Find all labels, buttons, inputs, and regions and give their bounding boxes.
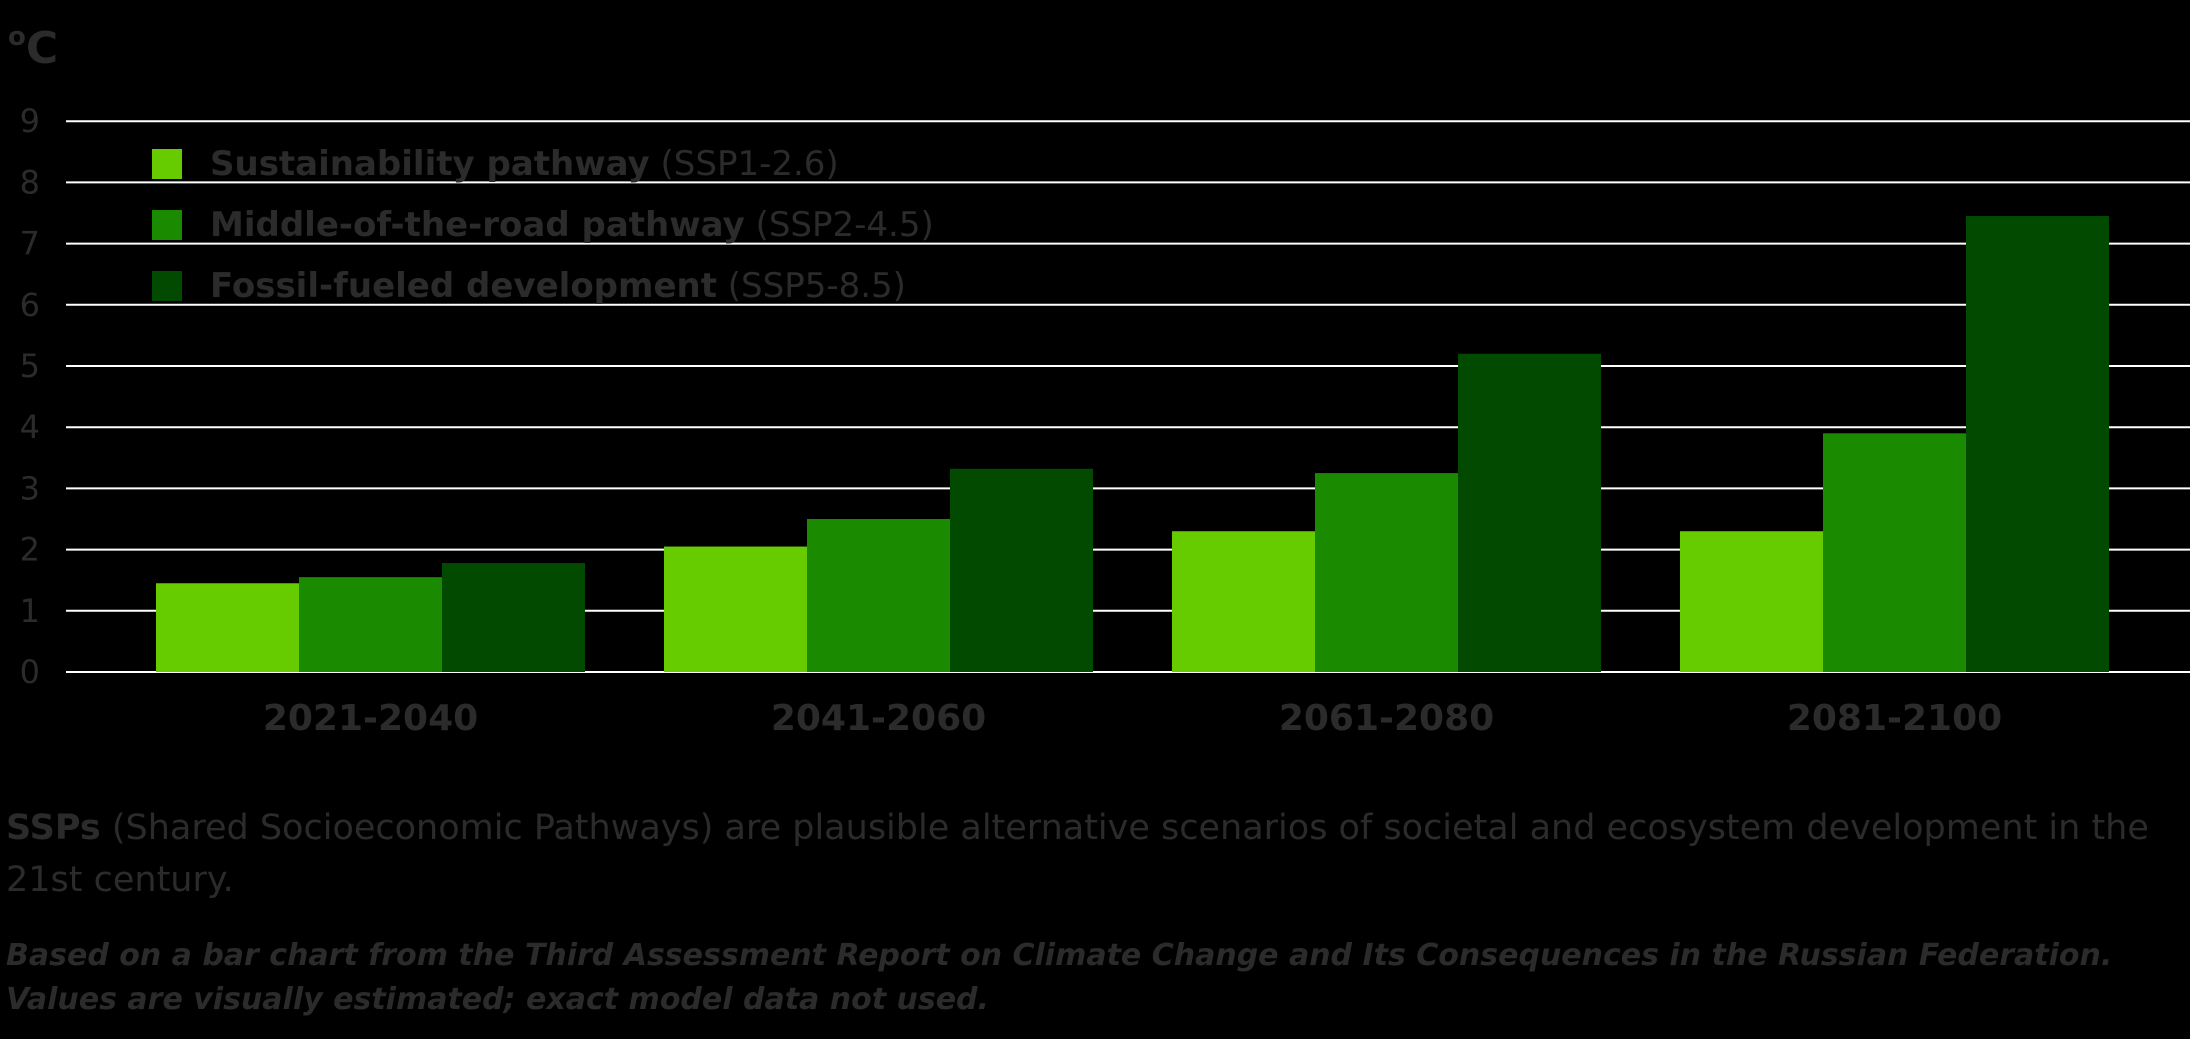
x-category-label: 2041-2060 [771,698,986,739]
legend-series-name: Sustainability pathway [210,143,650,184]
y-tick-label: 9 [20,102,40,140]
bar [1315,473,1458,672]
legend: Sustainability pathway (SSP1-2.6) Middle… [152,133,934,316]
y-tick-label: 5 [20,347,40,385]
bar [1172,531,1315,672]
y-tick-label: 4 [20,408,40,446]
y-axis-unit: oC [8,22,59,74]
bar [1966,216,2109,672]
legend-swatch [152,148,182,179]
bar [1823,433,1966,672]
legend-item-ssp5: Fossil-fueled development (SSP5-8.5) [152,255,934,316]
legend-series-code: (SSP1-2.6) [660,143,839,184]
x-category-label: 2021-2040 [263,698,478,739]
bar [807,519,950,672]
bar [442,563,585,672]
y-tick-label: 2 [20,531,40,569]
legend-item-ssp2: Middle-of-the-road pathway (SSP2-4.5) [152,194,934,255]
ssp-explanation: SSPs (Shared Socioeconomic Pathways) are… [6,802,2156,906]
legend-series-code: (SSP2-4.5) [755,204,934,245]
bar [299,577,442,672]
y-tick-label: 1 [20,592,40,630]
y-tick-label: 8 [20,163,40,201]
bar [950,468,1093,672]
x-axis-categories: 2021-2040 2041-2060 2061-2080 2081-2100 [263,698,2002,739]
legend-item-ssp1: Sustainability pathway (SSP1-2.6) [152,133,934,194]
bar [1458,353,1601,672]
bars [156,216,2109,672]
source-note: Based on a bar chart from the Third Asse… [6,934,2176,1022]
legend-swatch [152,270,182,301]
y-axis-ticks: 0 1 2 3 4 5 6 7 8 9 [20,102,40,691]
source-line-1: Based on a bar chart from the Third Asse… [6,938,2113,973]
bar [156,583,299,672]
legend-swatch [152,209,182,240]
y-tick-label: 3 [20,469,40,507]
note-text: (Shared Socioeconomic Pathways) are plau… [6,808,2149,900]
legend-series-name: Fossil-fueled development [210,265,717,306]
bar [1680,531,1823,672]
bar [664,546,807,672]
x-category-label: 2061-2080 [1279,698,1494,739]
legend-series-code: (SSP5-8.5) [727,265,906,306]
note-term: SSPs [6,808,101,848]
legend-series-name: Middle-of-the-road pathway [210,204,745,245]
x-category-label: 2081-2100 [1787,698,2002,739]
y-tick-label: 7 [20,225,40,263]
y-tick-label: 0 [20,653,40,691]
y-tick-label: 6 [20,286,40,324]
source-line-2: Values are visually estimated; exact mod… [6,982,989,1017]
